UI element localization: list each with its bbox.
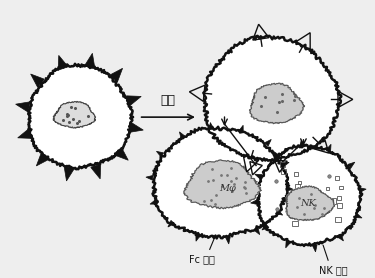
Bar (331, 198, 336, 204)
Polygon shape (18, 128, 33, 138)
Polygon shape (196, 234, 201, 241)
Bar (337, 196, 341, 200)
Polygon shape (126, 96, 141, 106)
Polygon shape (273, 151, 279, 158)
Polygon shape (359, 188, 366, 192)
Polygon shape (84, 53, 95, 68)
Polygon shape (64, 166, 74, 181)
Bar (337, 203, 342, 208)
Polygon shape (184, 160, 261, 209)
Text: NK: NK (300, 199, 316, 208)
Polygon shape (110, 68, 123, 82)
Polygon shape (286, 186, 293, 191)
Polygon shape (58, 55, 68, 70)
Polygon shape (312, 245, 317, 252)
Polygon shape (282, 162, 289, 167)
Polygon shape (262, 224, 269, 230)
Polygon shape (286, 186, 334, 220)
Polygon shape (28, 64, 133, 169)
Bar (292, 220, 298, 226)
Text: Mφ: Mφ (219, 184, 236, 193)
Bar (294, 172, 298, 176)
Polygon shape (326, 144, 331, 152)
Bar (280, 162, 285, 167)
Polygon shape (338, 234, 344, 241)
Polygon shape (276, 210, 283, 215)
Bar (281, 169, 286, 174)
Polygon shape (254, 227, 260, 235)
Polygon shape (255, 174, 262, 179)
Polygon shape (257, 145, 362, 246)
Polygon shape (150, 200, 158, 204)
Bar (336, 177, 339, 180)
Polygon shape (91, 164, 101, 179)
Polygon shape (300, 140, 304, 147)
Polygon shape (249, 83, 304, 124)
Polygon shape (129, 122, 143, 133)
Polygon shape (153, 127, 289, 239)
Polygon shape (203, 36, 341, 161)
Polygon shape (209, 123, 214, 130)
Text: 抗体: 抗体 (161, 94, 176, 107)
Text: NK 受体: NK 受体 (319, 265, 347, 275)
Bar (335, 217, 341, 222)
Polygon shape (238, 125, 243, 133)
Polygon shape (348, 162, 355, 168)
Polygon shape (31, 74, 45, 87)
Polygon shape (146, 175, 153, 180)
Polygon shape (114, 147, 128, 160)
Polygon shape (156, 151, 164, 157)
Bar (339, 186, 342, 189)
Polygon shape (168, 220, 174, 227)
Polygon shape (53, 101, 96, 128)
Bar (298, 181, 301, 184)
Bar (293, 189, 296, 193)
Polygon shape (36, 152, 50, 166)
Bar (326, 187, 329, 190)
Bar (296, 184, 300, 188)
Polygon shape (179, 132, 185, 139)
Polygon shape (265, 140, 271, 146)
Polygon shape (286, 240, 291, 248)
Polygon shape (355, 213, 362, 218)
Polygon shape (251, 200, 258, 205)
Polygon shape (225, 237, 230, 244)
Text: Fc 受体: Fc 受体 (189, 254, 215, 264)
Polygon shape (16, 102, 30, 112)
